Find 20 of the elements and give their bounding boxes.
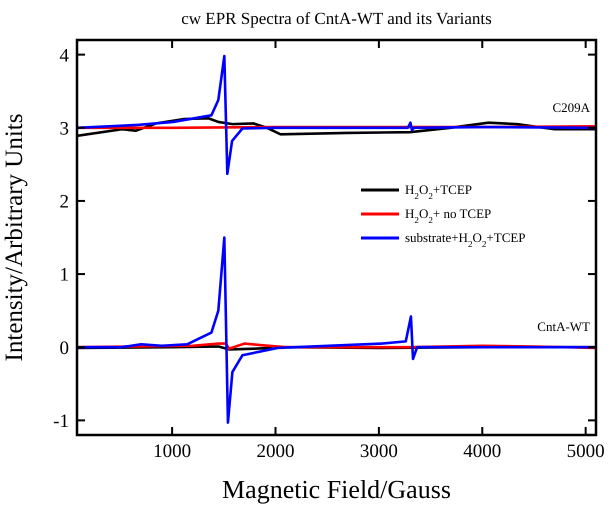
x-tick-label: 1000	[153, 441, 192, 462]
line-series	[77, 54, 596, 176]
chart-title: cw EPR Spectra of CntA-WT and its Variants	[181, 9, 492, 28]
y-axis-title: Intensity/Arbitrary Units	[1, 114, 28, 362]
x-tick-label: 4000	[463, 441, 502, 462]
y-tick-label: 1	[60, 264, 69, 286]
y-tick-label: 0	[60, 338, 69, 359]
x-tick-label: 2000	[256, 441, 294, 462]
y-tick-label: 3	[60, 118, 69, 140]
annotation: CntA-WT	[537, 319, 590, 334]
x-tick-label: 5000	[566, 441, 605, 462]
x-axis-title: Magnetic Field/Gauss	[222, 475, 451, 504]
legend-label: H$_{2}$O$_{2}$+ no TCEP	[405, 206, 492, 225]
legend-label: H$_{2}$O$_{2}$+TCEP	[405, 182, 472, 201]
y-tick-label: 4	[60, 45, 70, 66]
legend-label: substrate+H$_{2}$O$_{2}$+TCEP	[405, 230, 526, 249]
annotation: C209A	[552, 100, 591, 115]
y-tick-label: 2	[60, 192, 69, 213]
x-tick-label: 3000	[360, 441, 398, 462]
y-tick-label: -1	[53, 411, 69, 432]
